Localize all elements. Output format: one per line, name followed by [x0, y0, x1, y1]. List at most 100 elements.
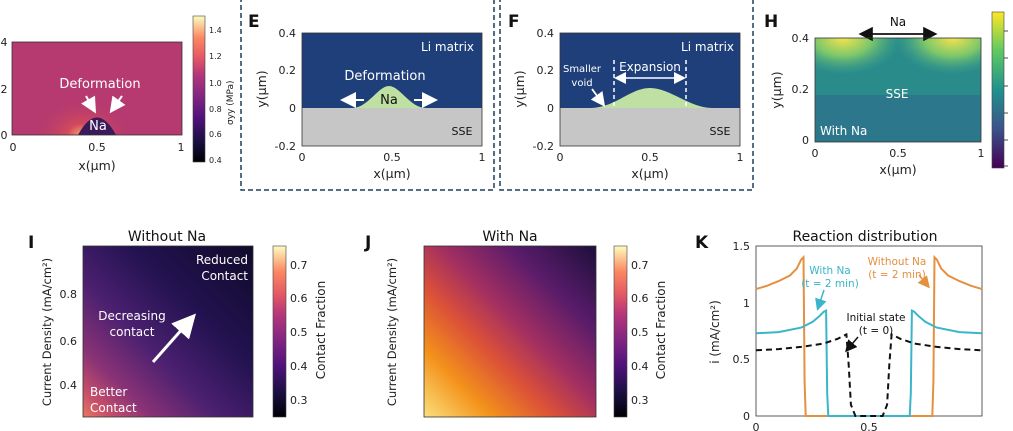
panel-k-ylabel: i (mA/cm²)	[708, 300, 722, 364]
panel-i-colorbar-label: Contact Fraction	[314, 281, 328, 379]
panel-f-annotation-smaller: Smaller	[563, 64, 602, 75]
panel-i-annotation-decreasing: Decreasing	[98, 309, 165, 323]
panel-e-xtick-1: 0.5	[383, 151, 401, 164]
panel-k-ytick-3: 0	[743, 410, 750, 423]
panel-j-title: With Na	[482, 229, 537, 245]
panel-i-cbar-tick-2: 0.5	[290, 326, 308, 339]
panel-g-arrow-left	[81, 95, 96, 114]
panel-f-xtick-0: 0	[557, 151, 564, 164]
panel-j-cbar-tick-3: 0.4	[631, 360, 649, 373]
panel-k-plot-area	[755, 245, 983, 417]
panel-f-ytick-1: 0.2	[537, 64, 555, 77]
panel-h-ylabel: y(μm)	[769, 71, 784, 108]
panel-k-title: Reaction distribution	[792, 229, 937, 245]
panel-k-arrow-with-na	[815, 289, 827, 311]
panel-e-dashed-frame	[240, 0, 495, 191]
panel-h-frame	[814, 37, 982, 143]
panel-k-label: K	[695, 233, 709, 253]
panel-k-annotation-without-na-time: (t = 2 min)	[868, 269, 926, 281]
panel-f-bump	[590, 88, 712, 108]
panel-f: F Li matrix Smaller void Expansion SSE 0…	[499, 0, 754, 191]
panel-e-ytick-0: 0.4	[279, 27, 297, 40]
panel-e-annotation-na: Na	[380, 93, 398, 108]
panel-j-ylabel: Current Density (mA/cm²)	[385, 258, 399, 406]
panel-h-ytick-1: 0.2	[792, 83, 810, 96]
panel-h-annotation-sse: SSE	[886, 87, 909, 101]
panel-h-annotation-na: Na	[890, 15, 906, 29]
panel-e: E Li matrix Deformation Na SSE 0.4 0.2 0…	[240, 0, 495, 191]
panel-k-series-initial	[755, 332, 983, 417]
panel-e-ytick-1: 0.2	[279, 64, 297, 77]
panel-g-cbar-tick-1: 1.2	[209, 52, 222, 61]
panel-e-xtick-2: 1	[479, 151, 486, 164]
panel-h-xlabel: x(μm)	[879, 162, 916, 177]
panel-i-heatmap	[83, 246, 253, 417]
panel-f-label: F	[508, 12, 520, 32]
panel-g-cbar-tick-0: 1.4	[209, 26, 222, 35]
panel-j-cbar-tick-2: 0.5	[631, 326, 649, 339]
panel-i-frame	[82, 245, 254, 418]
panel-g-na-region	[78, 117, 116, 135]
panel-k-annotation-initial: Initial state	[847, 312, 906, 324]
panel-g-frame	[11, 41, 183, 136]
panel-i-annotation-contact-mid: contact	[110, 325, 155, 339]
panel-j-colorbar	[613, 245, 628, 418]
panel-g-xtick-2: 1	[178, 141, 185, 154]
panel-i-ylabel: Current Density (mA/cm²)	[40, 258, 54, 406]
panel-k-arrow-initial	[845, 336, 859, 353]
panel-f-axes-frame	[559, 32, 741, 147]
panel-i-ytick-2: 0.4	[60, 379, 78, 392]
panel-h-label: H	[764, 12, 778, 32]
panel-j: J With Na Current Density (mA/cm²) 0.7 0…	[364, 229, 668, 418]
panel-i-annotation-contact-top: Contact	[201, 269, 248, 283]
panel-h-xtick-2: 1	[978, 147, 985, 160]
panel-g-cbar-tick-5: 0.4	[209, 156, 222, 165]
panel-k: K Reaction distribution 1.5 1 0.5 0 i (m…	[695, 229, 983, 431]
panel-g-xtick-0: 0	[10, 141, 17, 154]
panel-f-ytick-0: 0.4	[537, 27, 555, 40]
panel-i-arrow	[151, 313, 196, 363]
panel-e-sse	[302, 108, 482, 146]
panel-k-annotation-without-na: Without Na	[868, 256, 927, 268]
panel-k-series-group	[755, 254, 983, 417]
panel-f-xlabel: x(μm)	[631, 166, 668, 181]
panel-e-annotation-li: Li matrix	[421, 40, 474, 54]
panel-j-cbar-tick-4: 0.3	[631, 394, 649, 407]
panel-f-xtick-1: 0.5	[641, 151, 659, 164]
panel-g-xtick-1: 0.5	[88, 141, 106, 154]
panel-e-na-bump	[352, 86, 426, 108]
panel-i-cbar-tick-0: 0.7	[290, 259, 308, 272]
panel-j-colorbar-label: Contact Fraction	[654, 281, 668, 379]
panel-h-colorbar	[991, 11, 1005, 169]
panel-k-ytick-1: 1	[743, 297, 750, 310]
panel-g-cbar-tick-4: 0.6	[209, 130, 222, 139]
panel-i-annotation-better: Better	[90, 385, 127, 399]
panel-k-ytick-0: 1.5	[733, 240, 751, 253]
panel-h-ytick-2: 0	[802, 134, 809, 147]
panel-g-cbar-tick-2: 1.0	[209, 79, 222, 88]
panel-f-xtick-2: 1	[737, 151, 744, 164]
panel-h-ytick-0: 0.4	[792, 32, 810, 45]
panel-f-ylabel: y(μm)	[512, 70, 527, 107]
panel-i-title: Without Na	[128, 229, 206, 245]
panel-f-ytick-2: 0	[547, 102, 554, 115]
panel-k-annotation-with-na: With Na	[809, 265, 850, 277]
panel-e-ytick-3: -0.2	[275, 140, 296, 153]
panel-g-colorbar	[192, 15, 206, 163]
panel-e-annotation-deformation: Deformation	[344, 69, 425, 84]
panel-h-annotation-with-na: With Na	[820, 124, 867, 138]
panel-g-annotation-na: Na	[89, 119, 107, 134]
panel-g-annotation-deformation: Deformation	[59, 77, 140, 92]
panel-k-xtick-0: 0	[753, 421, 760, 431]
panel-f-ytick-3: -0.2	[533, 140, 554, 153]
panel-k-arrow-without-na	[917, 274, 930, 289]
panel-e-xtick-0: 0	[299, 151, 306, 164]
panel-i-label: I	[28, 233, 34, 253]
panel-e-ylabel: y(μm)	[254, 70, 269, 107]
panel-k-ytick-2: 0.5	[733, 353, 751, 366]
panel-i: I Without Na Reduced Contact Decreasing …	[28, 229, 328, 418]
panel-j-heatmap	[424, 246, 596, 417]
panel-g-colorbar-ticks: 1.4 1.2 1.0 0.8 0.6 0.4	[209, 26, 222, 165]
panel-g-colorbar-label: σyy (MPa)	[226, 80, 236, 125]
